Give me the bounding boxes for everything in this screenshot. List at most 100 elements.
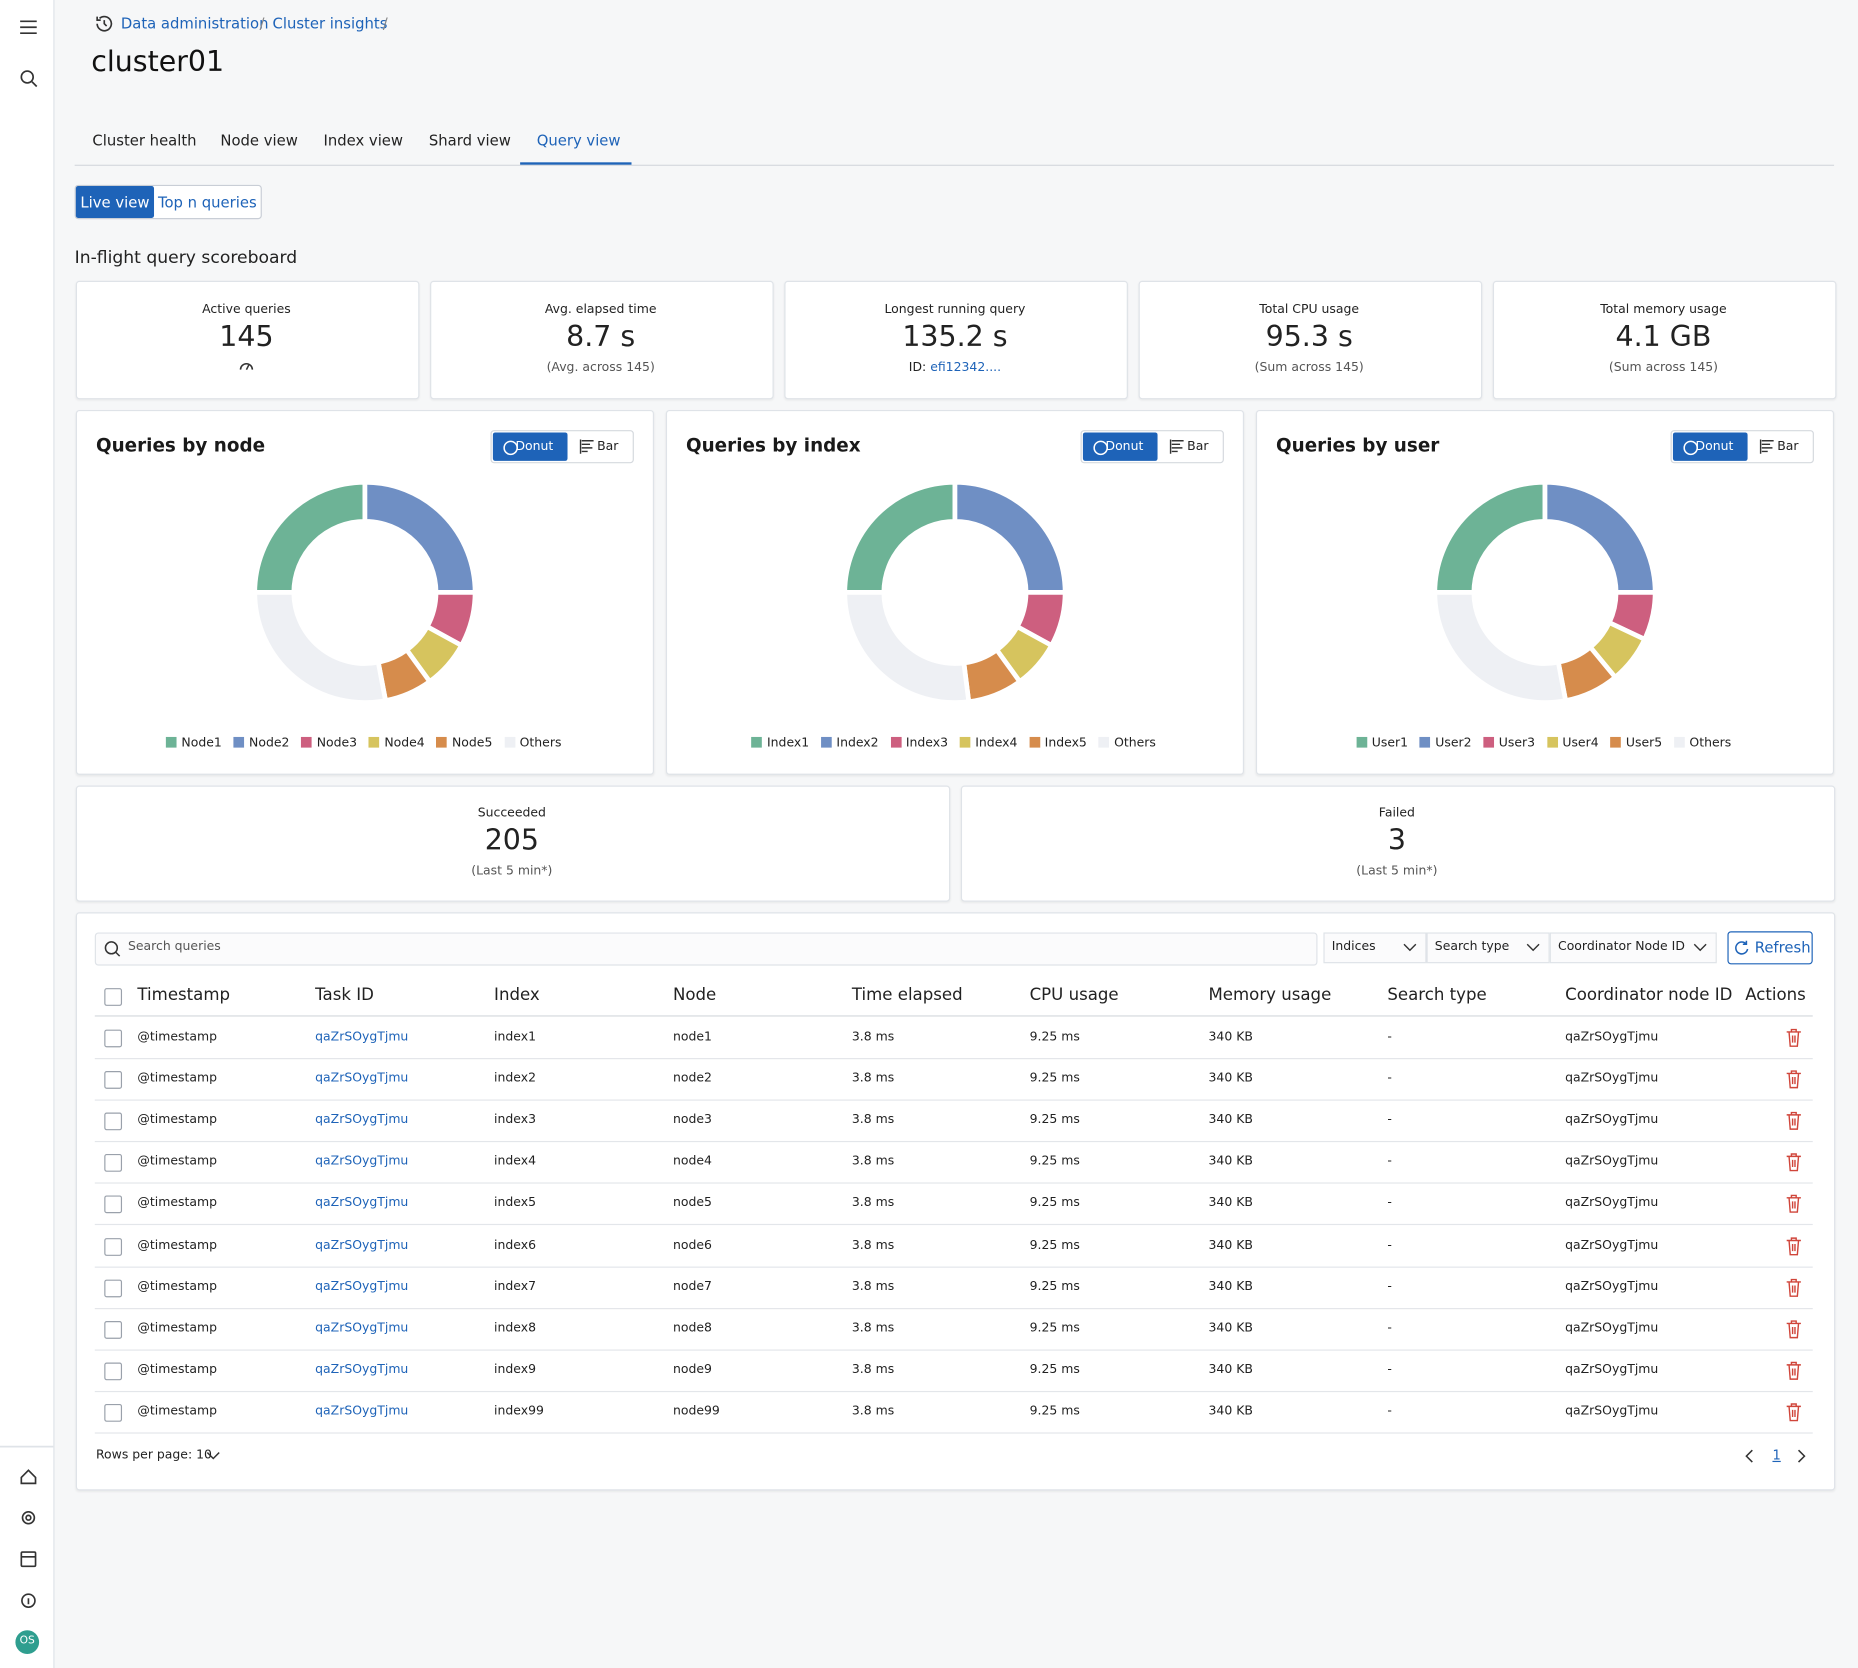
legend-item[interactable]: Index4 bbox=[960, 736, 1018, 750]
icon bbox=[1404, 944, 1416, 950]
legend-item[interactable]: User5 bbox=[1610, 736, 1662, 750]
legend-item[interactable]: Node4 bbox=[369, 736, 425, 750]
row-checkbox[interactable] bbox=[104, 1279, 122, 1297]
bar-button[interactable]: Bar bbox=[1187, 432, 1208, 460]
rows-per-page[interactable]: Rows per page: 10 bbox=[96, 1448, 212, 1462]
legend-label: Index3 bbox=[906, 736, 948, 750]
console-icon[interactable] bbox=[21, 1552, 35, 1566]
legend-item[interactable]: Node3 bbox=[301, 736, 357, 750]
breadcrumb-separator: / bbox=[259, 14, 264, 32]
legend-swatch bbox=[301, 737, 312, 748]
column-header[interactable]: Task ID bbox=[315, 986, 374, 1005]
legend-item[interactable]: Node5 bbox=[437, 736, 493, 750]
task-id-link[interactable]: qaZrSOygTjmu bbox=[315, 1238, 408, 1252]
row-checkbox[interactable] bbox=[104, 1238, 122, 1256]
cell: 3.8 ms bbox=[852, 1238, 894, 1252]
legend-item[interactable]: Others bbox=[1674, 736, 1731, 750]
legend-item[interactable]: User2 bbox=[1420, 736, 1472, 750]
icon bbox=[1787, 1362, 1801, 1379]
legend-item[interactable]: Node1 bbox=[166, 736, 222, 750]
cell: qaZrSOygTjmu bbox=[1565, 1321, 1658, 1335]
delete-icon[interactable] bbox=[1785, 1403, 1802, 1422]
legend-swatch bbox=[166, 737, 177, 748]
icon bbox=[1787, 1113, 1801, 1130]
legend-item[interactable]: Index5 bbox=[1029, 736, 1087, 750]
legend-item[interactable]: Index1 bbox=[752, 736, 810, 750]
tab[interactable]: Shard view bbox=[429, 132, 511, 150]
delete-icon[interactable] bbox=[1785, 1236, 1802, 1255]
legend-item[interactable]: Node2 bbox=[234, 736, 290, 750]
legend-item[interactable]: Others bbox=[1099, 736, 1156, 750]
page-number[interactable]: 1 bbox=[1772, 1448, 1780, 1463]
legend-item[interactable]: Index3 bbox=[890, 736, 948, 750]
column-header[interactable]: Node bbox=[673, 986, 716, 1005]
top-n-button[interactable]: Top n queries bbox=[154, 186, 261, 218]
task-id-link[interactable]: qaZrSOygTjmu bbox=[315, 1154, 408, 1168]
column-header[interactable]: CPU usage bbox=[1030, 986, 1119, 1005]
row-checkbox[interactable] bbox=[104, 1196, 122, 1214]
column-header[interactable]: Actions bbox=[1745, 986, 1806, 1005]
delete-icon[interactable] bbox=[1785, 1028, 1802, 1047]
legend-swatch bbox=[752, 737, 763, 748]
task-id-link[interactable]: qaZrSOygTjmu bbox=[315, 1362, 408, 1376]
legend-swatch bbox=[960, 737, 971, 748]
cell: 340 KB bbox=[1208, 1362, 1252, 1376]
column-header[interactable]: Timestamp bbox=[137, 986, 230, 1005]
row-checkbox[interactable] bbox=[104, 1154, 122, 1172]
search-icon[interactable] bbox=[21, 71, 36, 86]
cell: 9.25 ms bbox=[1030, 1113, 1080, 1127]
task-id-link[interactable]: qaZrSOygTjmu bbox=[315, 1404, 408, 1418]
delete-icon[interactable] bbox=[1785, 1112, 1802, 1131]
header-divider bbox=[95, 1015, 1813, 1016]
legend-item[interactable]: Others bbox=[504, 736, 561, 750]
cell: index5 bbox=[494, 1196, 536, 1210]
bar-button[interactable]: Bar bbox=[1777, 432, 1798, 460]
search-box[interactable] bbox=[95, 932, 1318, 965]
delete-icon[interactable] bbox=[1785, 1195, 1802, 1214]
task-id-link[interactable]: qaZrSOygTjmu bbox=[315, 1030, 408, 1044]
bar-button[interactable]: Bar bbox=[597, 432, 618, 460]
breadcrumb-link[interactable]: Data administration bbox=[121, 14, 269, 32]
column-header[interactable]: Memory usage bbox=[1208, 986, 1331, 1005]
settings-icon[interactable] bbox=[23, 1512, 35, 1524]
task-id-link[interactable]: qaZrSOygTjmu bbox=[315, 1071, 408, 1085]
delete-icon[interactable] bbox=[1785, 1278, 1802, 1297]
live-view-button[interactable]: Live view bbox=[76, 186, 154, 218]
delete-icon[interactable] bbox=[1785, 1319, 1802, 1338]
row-checkbox[interactable] bbox=[104, 1321, 122, 1339]
header-checkbox[interactable] bbox=[104, 988, 122, 1006]
row-checkbox[interactable] bbox=[104, 1113, 122, 1131]
column-header[interactable]: Time elapsed bbox=[852, 986, 963, 1005]
row-checkbox[interactable] bbox=[104, 1362, 122, 1380]
task-id-link[interactable]: qaZrSOygTjmu bbox=[315, 1279, 408, 1293]
tab[interactable]: Index view bbox=[323, 132, 403, 150]
tab[interactable]: Cluster health bbox=[92, 132, 196, 150]
cell: - bbox=[1387, 1321, 1391, 1335]
cell: qaZrSOygTjmu bbox=[1565, 1113, 1658, 1127]
cell: - bbox=[1387, 1404, 1391, 1418]
task-id-link[interactable]: qaZrSOygTjmu bbox=[315, 1196, 408, 1210]
task-id-link[interactable]: qaZrSOygTjmu bbox=[315, 1321, 408, 1335]
tab-active[interactable]: Query view bbox=[537, 132, 621, 150]
task-id-link[interactable]: qaZrSOygTjmu bbox=[315, 1113, 408, 1127]
tab[interactable]: Node view bbox=[220, 132, 297, 150]
row-checkbox[interactable] bbox=[104, 1030, 122, 1048]
legend-item[interactable]: Index2 bbox=[821, 736, 879, 750]
column-header[interactable]: Index bbox=[494, 986, 540, 1005]
breadcrumb-link[interactable]: Cluster insights bbox=[273, 14, 388, 32]
delete-icon[interactable] bbox=[1785, 1361, 1802, 1380]
home-icon[interactable] bbox=[21, 1470, 35, 1483]
row-checkbox[interactable] bbox=[104, 1404, 122, 1422]
column-header[interactable]: Search type bbox=[1387, 986, 1486, 1005]
legend-item[interactable]: User3 bbox=[1483, 736, 1535, 750]
row-checkbox[interactable] bbox=[104, 1071, 122, 1089]
delete-icon[interactable] bbox=[1785, 1153, 1802, 1172]
delete-icon[interactable] bbox=[1785, 1070, 1802, 1089]
cell: index3 bbox=[494, 1113, 536, 1127]
info-icon[interactable] bbox=[22, 1594, 35, 1607]
column-header[interactable]: Coordinator node ID bbox=[1565, 986, 1732, 1005]
id-link[interactable]: efi12342.... bbox=[930, 360, 1001, 374]
menu-icon[interactable] bbox=[20, 21, 37, 33]
legend-item[interactable]: User1 bbox=[1356, 736, 1408, 750]
legend-item[interactable]: User4 bbox=[1547, 736, 1599, 750]
